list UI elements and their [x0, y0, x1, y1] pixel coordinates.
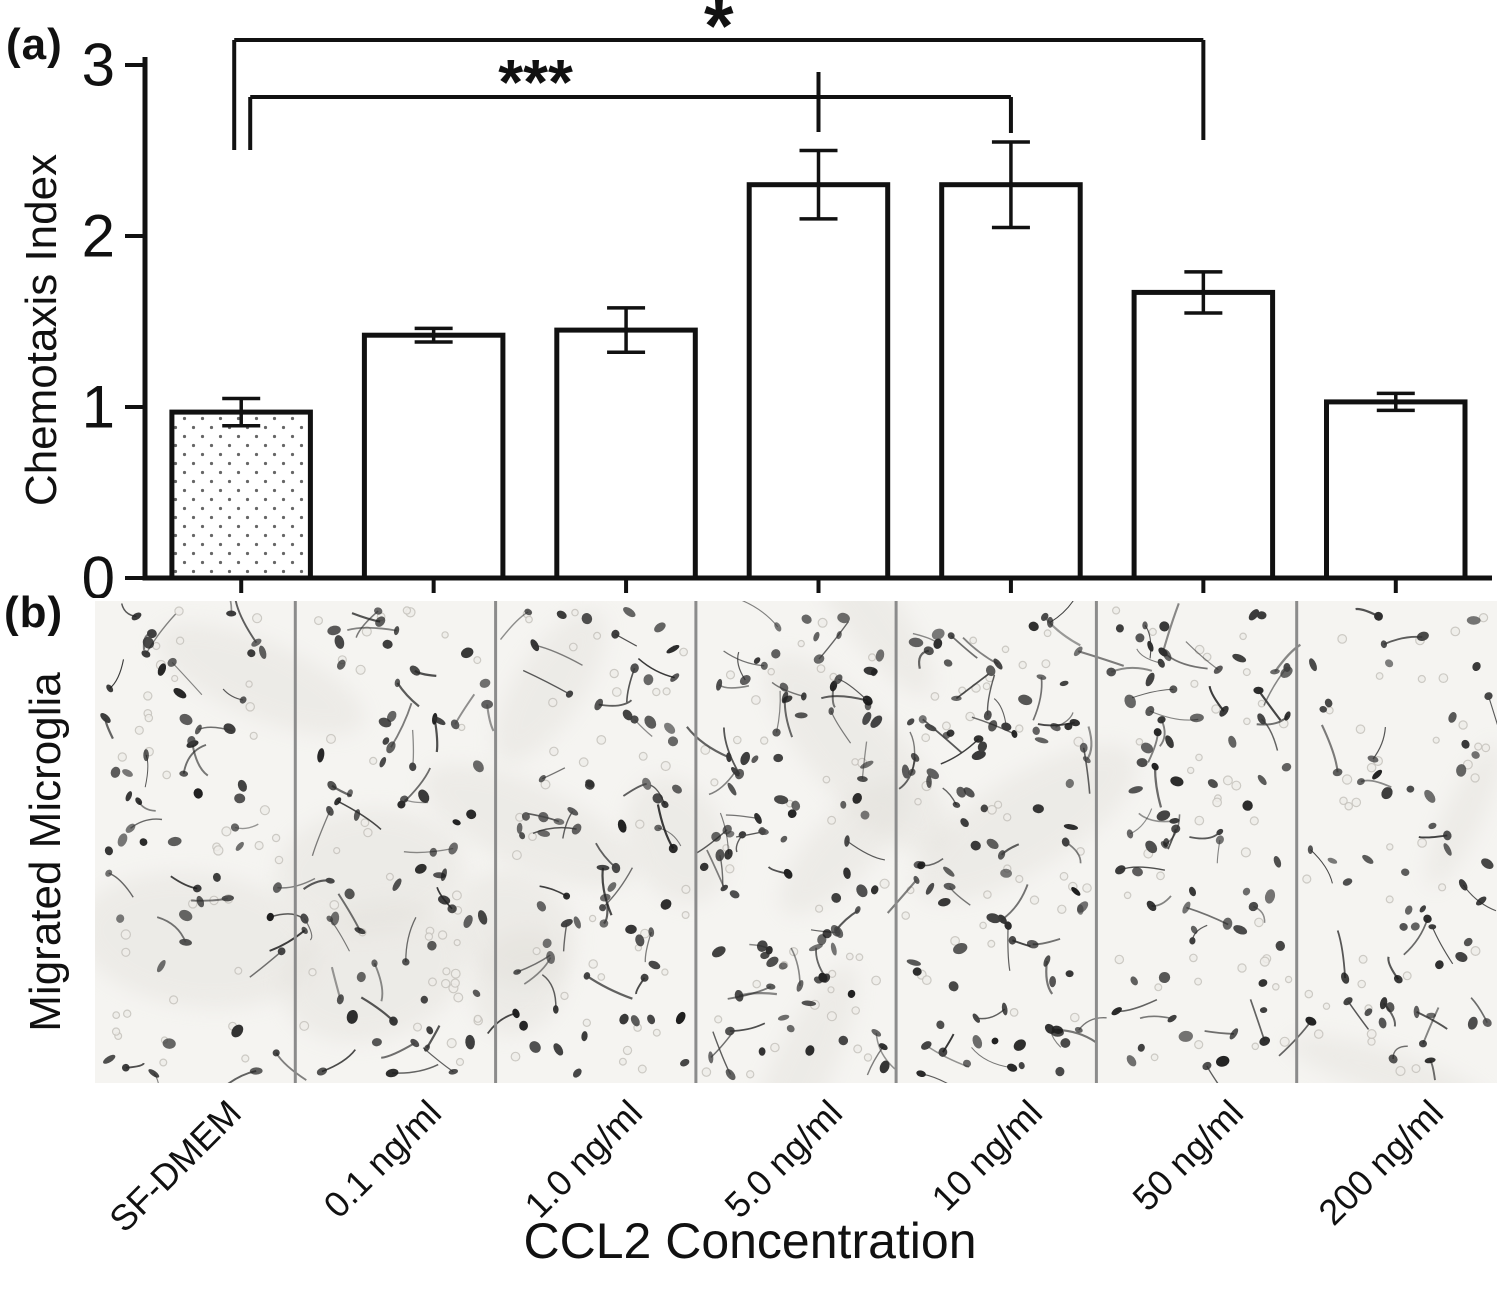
svg-text:0: 0 [82, 545, 115, 599]
svg-text:***: *** [498, 46, 573, 118]
svg-text:*: * [704, 0, 734, 69]
x-axis-title: CCL2 Concentration [523, 1213, 977, 1269]
y-axis-title-migrated-microglia: Migrated Microglia [21, 672, 70, 1032]
x-axis-tick-label: 50 ng/ml [1123, 1092, 1251, 1219]
microscopy-image-strip [95, 601, 1497, 1083]
x-axis-tick-label: 1.0 ng/ml [516, 1092, 650, 1226]
x-axis-tick-label: 10 ng/ml [923, 1092, 1051, 1219]
svg-text:3: 3 [82, 32, 115, 99]
panel-b-label: (b) [4, 588, 64, 637]
x-axis-tick-label: 5.0 ng/ml [716, 1092, 850, 1226]
panel-a-label: (a) [6, 20, 63, 69]
svg-text:1: 1 [82, 374, 115, 441]
x-axis-tick-label: 0.1 ng/ml [315, 1092, 450, 1226]
svg-text:2: 2 [82, 203, 115, 270]
